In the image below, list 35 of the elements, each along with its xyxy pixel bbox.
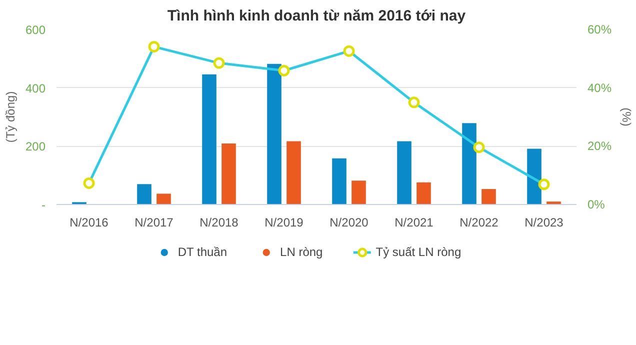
x-tick-label: N/2020 xyxy=(330,216,369,230)
x-tick-label: N/2016 xyxy=(70,216,109,230)
legend-label: Tỷ suất LN ròng xyxy=(376,245,462,259)
y2-tick-label: 40% xyxy=(588,80,612,95)
bar xyxy=(267,64,282,204)
y2-axis-title: (%) xyxy=(620,108,634,126)
y-tick-label: - xyxy=(42,198,46,212)
bar xyxy=(462,123,476,204)
y-tick-label: 200 xyxy=(25,140,46,154)
y-tick-label: 600 xyxy=(25,23,46,37)
bar xyxy=(527,148,542,204)
bar xyxy=(482,189,496,204)
x-tick-label: N/2022 xyxy=(460,216,499,230)
y-axis-title: (Tỷ đồng) xyxy=(3,91,18,143)
legend-label: LN ròng xyxy=(280,245,323,259)
x-tick-label: N/2023 xyxy=(524,216,564,230)
x-tick-label: N/2019 xyxy=(264,216,304,230)
x-tick-label: N/2018 xyxy=(200,216,239,230)
y2-tick-label: 20% xyxy=(588,139,612,154)
bar xyxy=(286,141,301,204)
y-tick-label: 400 xyxy=(25,81,46,96)
bar xyxy=(156,194,171,204)
bar xyxy=(352,180,366,204)
x-tick-label: N/2021 xyxy=(394,216,434,230)
bar xyxy=(416,182,431,204)
bar xyxy=(202,74,216,204)
legend-label: DT thuần xyxy=(178,245,228,259)
x-tick-label: N/2017 xyxy=(134,216,174,230)
bar xyxy=(137,184,152,204)
bar xyxy=(397,141,412,204)
bar xyxy=(222,144,236,204)
chart-title: Tình hình kinh doanh từ năm 2016 tới nay xyxy=(167,8,466,24)
y2-tick-label: 0% xyxy=(588,198,606,212)
y2-tick-label: 60% xyxy=(588,22,612,36)
bar xyxy=(332,158,346,204)
